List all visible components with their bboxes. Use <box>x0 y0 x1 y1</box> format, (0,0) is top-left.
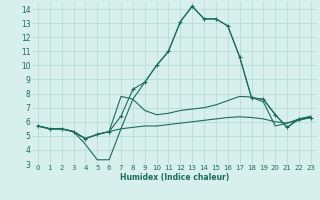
X-axis label: Humidex (Indice chaleur): Humidex (Indice chaleur) <box>120 173 229 182</box>
